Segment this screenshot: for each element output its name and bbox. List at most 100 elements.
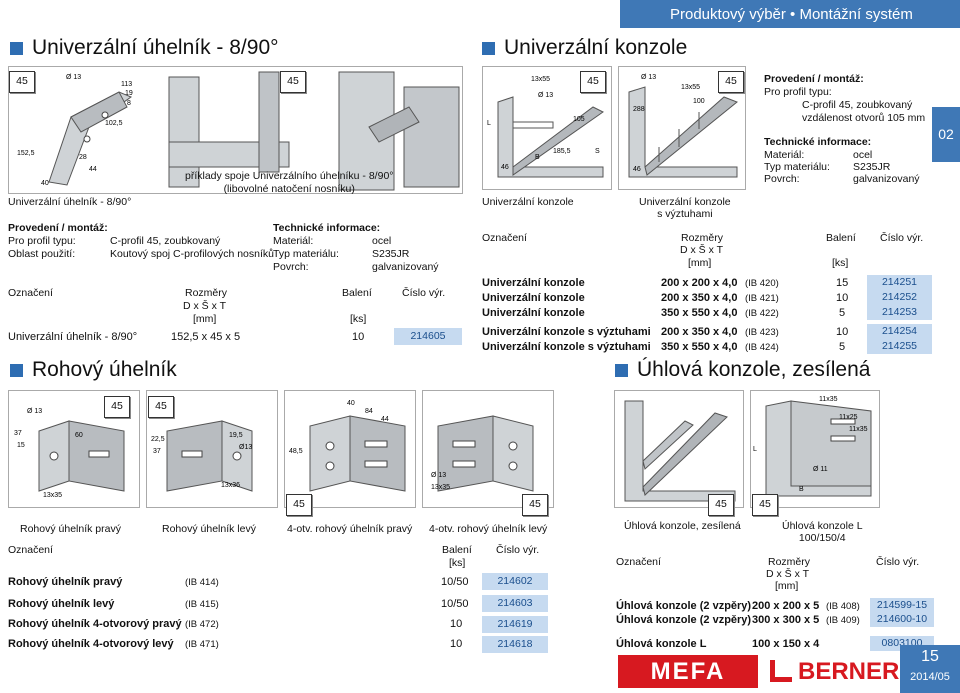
section-marker-icon: [10, 42, 23, 55]
table-row-ib: (IB 422): [745, 308, 779, 319]
prov-key: Pro profil typu:: [8, 235, 76, 247]
profile-45-badge: 45: [280, 71, 306, 93]
profile-45-badge: 45: [286, 494, 312, 516]
svg-text:Ø13: Ø13: [239, 444, 252, 451]
svg-text:37: 37: [153, 448, 161, 455]
section-marker-icon: [482, 42, 495, 55]
page-number: 15: [921, 648, 939, 665]
section-title-uhlova-konzole: Úhlová konzole, zesílená: [615, 358, 870, 382]
profile-45-badge: 45: [148, 396, 174, 418]
tech-info-title: Technické informace:: [764, 136, 872, 148]
svg-text:44: 44: [89, 166, 97, 173]
profile-45-badge: 45: [752, 494, 778, 516]
svg-text:L: L: [753, 446, 757, 453]
th-rozmery: Rozměry: [681, 232, 724, 244]
table-row-ib: (IB 414): [185, 577, 219, 588]
konzole-caption: Univerzální konzole: [482, 196, 574, 208]
svg-text:S: S: [595, 148, 600, 155]
product-image-4otv-pravy: 40 84 44 48,5: [284, 390, 416, 508]
tech-value: galvanizovaný: [372, 261, 439, 273]
table-row-ib: (IB 408): [826, 601, 860, 612]
uhlova-konzole-drawing: [624, 400, 736, 502]
rohovy-caption: 4-otv. rohový úhelník levý: [429, 523, 548, 535]
profile-45-badge: 45: [718, 71, 744, 93]
svg-text:11x25: 11x25: [839, 414, 858, 421]
svg-text:L: L: [487, 120, 491, 127]
uhlova-konzole-l-caption: Úhlová konzole L 100/150/4: [782, 520, 863, 544]
svg-text:288: 288: [633, 106, 645, 113]
table-row-ib: (IB 415): [185, 599, 219, 610]
svg-text:Ø 13: Ø 13: [641, 74, 656, 81]
svg-text:19: 19: [125, 90, 133, 97]
table-row-qty: 15: [836, 277, 849, 289]
rohovy-levy-drawing: 22,5 37 19,5 Ø13 13x36: [151, 420, 253, 492]
product-image-uhelnik: Ø 13 113 152,5 40 28 44 19 8 102,5: [8, 66, 463, 194]
table-row-qty: 10: [352, 331, 365, 343]
article-number-cell: 214599-15: [870, 598, 934, 613]
th-oznaceni: Označení: [616, 556, 661, 568]
profile-45-badge: 45: [580, 71, 606, 93]
svg-text:Ø 13: Ø 13: [431, 472, 446, 479]
table-row-dim: 200 x 200 x 5: [752, 600, 820, 612]
table-row-name: Rohový úhelník levý: [8, 598, 115, 610]
th-rozmery: Rozměry: [185, 287, 228, 299]
profile-45-badge: 45: [104, 396, 130, 418]
prov-value: vzdálenost otvorů 105 mm: [802, 112, 926, 124]
tech-key: Typ materiálu:: [273, 248, 339, 260]
svg-text:40: 40: [347, 400, 355, 407]
table-row-qty: 10/50: [441, 576, 469, 588]
tech-key: Materiál:: [764, 149, 805, 161]
svg-text:100: 100: [693, 98, 705, 105]
table-row-qty: 10: [836, 326, 849, 338]
table-row-qty: 10: [450, 638, 463, 650]
table-row-name: Úhlová konzole L: [616, 638, 707, 650]
table-row-ib: (IB 421): [745, 293, 779, 304]
article-number-cell: 214252: [867, 290, 932, 305]
article-number-cell: 214602: [482, 573, 548, 590]
table-row-dim: 300 x 300 x 5: [752, 614, 820, 626]
article-number-cell: 214255: [867, 339, 932, 354]
berner-mark-icon: [770, 660, 792, 682]
svg-text:Ø 13: Ø 13: [66, 74, 81, 81]
section-marker-icon: [615, 364, 628, 377]
4otv-levy-drawing: Ø 13 13x35: [431, 415, 534, 492]
tech-value: ocel: [853, 149, 873, 161]
svg-text:13x55: 13x55: [681, 84, 700, 91]
prov-value: Koutový spoj C-profilových nosníků: [110, 248, 274, 260]
uhelnik-drawing: Ø 13 113 152,5 40 28 44 19 8 102,5: [17, 71, 460, 191]
th-oznaceni: Označení: [8, 287, 53, 299]
table-row-ib: (IB 420): [745, 278, 779, 289]
rohovy-caption: 4-otv. rohový úhelník pravý: [287, 523, 413, 535]
th-ks: [ks]: [350, 313, 367, 325]
konzole-vyztuhy-drawing: Ø 13 13x55 100 288 46: [628, 74, 738, 178]
article-number-cell: 214253: [867, 305, 932, 320]
svg-text:113: 113: [121, 81, 132, 88]
svg-text:13x35: 13x35: [43, 492, 62, 499]
tech-key: Materiál:: [273, 235, 314, 247]
table-row-name: Univerzální konzole: [482, 307, 585, 319]
th-mm: [mm]: [193, 313, 217, 325]
provedeni-title: Provedení / montáž:: [764, 73, 864, 85]
th-dxsxt: D x Š x T: [680, 244, 723, 256]
rohovy-caption: Rohový úhelník levý: [162, 523, 256, 535]
table-row-ib: (IB 471): [185, 639, 219, 650]
section-marker-icon: [10, 364, 23, 377]
svg-text:13x36: 13x36: [221, 482, 240, 489]
svg-text:44: 44: [381, 416, 389, 423]
chapter-tab: 02: [932, 107, 960, 162]
table-row-name: Univerzální konzole: [482, 292, 585, 304]
4otv-pravy-drawing: 40 84 44 48,5: [289, 400, 406, 492]
prov-value: C-profil 45, zoubkovaný: [110, 235, 221, 247]
svg-text:60: 60: [75, 432, 83, 439]
edition-date: 2014/05: [910, 671, 950, 683]
th-cislo: Číslo výr.: [876, 556, 920, 568]
svg-text:22,5: 22,5: [151, 436, 165, 443]
th-oznaceni: Označení: [8, 544, 53, 556]
table-row-name: Univerzální konzole s výztuhami: [482, 326, 651, 338]
uhlova-konzole-caption: Úhlová konzole, zesílená: [624, 520, 741, 532]
svg-text:102,5: 102,5: [105, 120, 123, 127]
table-row-ib: (IB 409): [826, 615, 860, 626]
berner-logo: BERNER: [770, 655, 900, 688]
article-number-cell: 214600-10: [870, 612, 934, 627]
svg-text:84: 84: [365, 408, 373, 415]
